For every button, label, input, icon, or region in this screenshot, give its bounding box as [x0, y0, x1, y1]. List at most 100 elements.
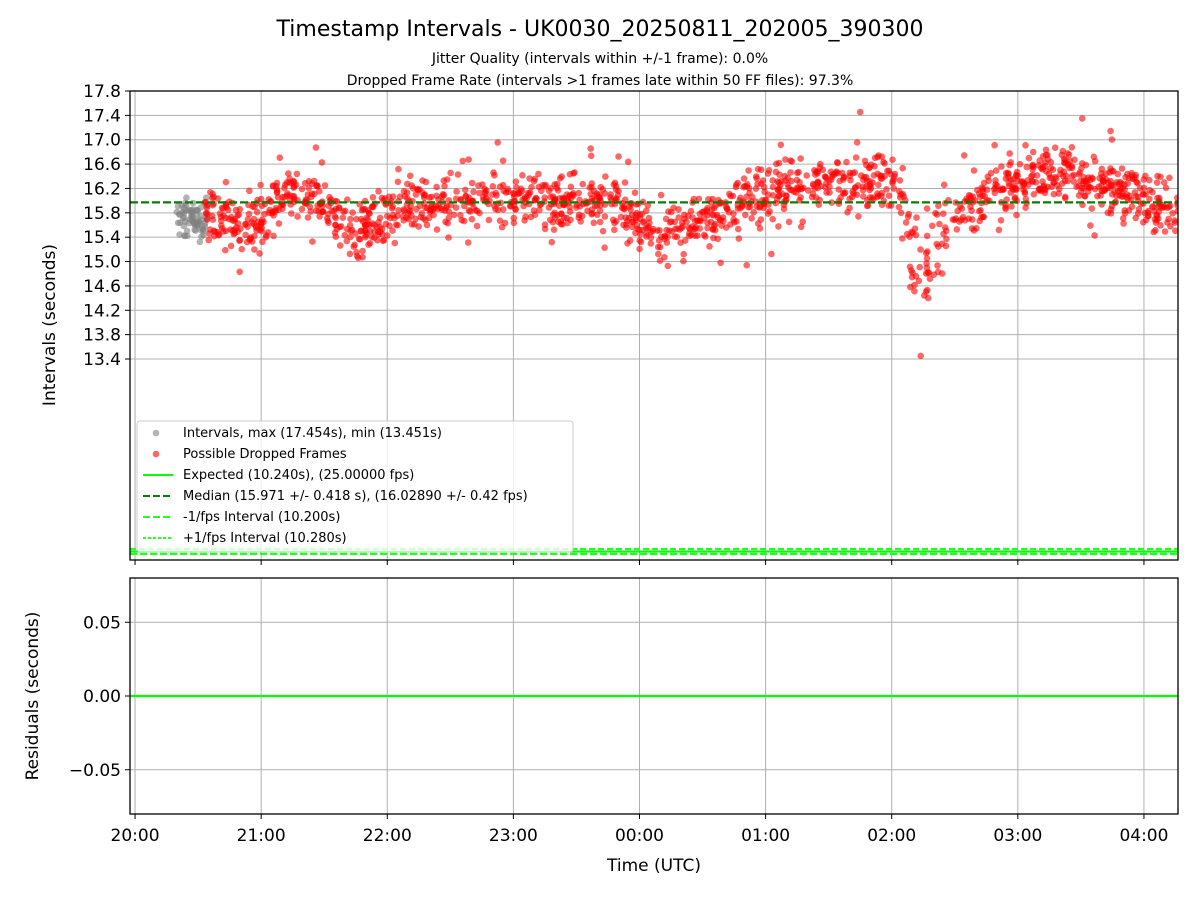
dropped-frame-point: [245, 210, 253, 218]
dropped-frame-point: [512, 206, 519, 213]
dropped-frame-point: [207, 189, 214, 196]
dropped-frame-point: [647, 240, 655, 247]
dropped-frame-point: [689, 214, 696, 221]
dropped-frame-point: [234, 212, 241, 219]
dropped-frame-point: [726, 190, 733, 198]
dropped-frame-point: [1149, 188, 1156, 196]
dropped-frame-point: [976, 193, 984, 200]
dropped-frame-point: [776, 191, 783, 199]
dropped-frame-point: [510, 190, 518, 198]
dropped-frame-point: [464, 239, 472, 246]
dropped-frame-point: [596, 207, 604, 214]
dropped-frame-point: [359, 253, 366, 261]
dropped-frame-point: [811, 185, 819, 192]
dropped-frame-point: [923, 205, 931, 212]
dropped-frame-point: [642, 207, 650, 215]
dropped-frame-point: [992, 177, 999, 184]
dropped-frame-point: [575, 214, 583, 221]
dropped-frame-point: [1008, 176, 1015, 184]
dropped-frame-point: [359, 247, 366, 255]
dropped-frame-point: [441, 182, 448, 190]
dropped-frame-point: [366, 239, 374, 247]
dropped-frame-point: [750, 209, 757, 216]
dropped-frame-point: [760, 183, 768, 191]
dropped-frame-point: [1062, 195, 1069, 202]
dropped-frame-point: [541, 225, 549, 233]
dropped-frame-point: [339, 214, 347, 221]
dropped-frame-point: [834, 159, 841, 167]
dropped-frame-point: [520, 202, 527, 210]
dropped-frame-point: [890, 185, 898, 192]
dropped-frame-point: [936, 220, 943, 228]
dropped-frame-point: [968, 225, 976, 232]
dropped-frame-point: [855, 213, 862, 220]
dropped-frame-point: [940, 230, 947, 238]
dropped-frame-point: [468, 179, 476, 187]
dropped-frame-point: [959, 213, 967, 221]
dropped-frame-point: [621, 179, 629, 186]
dropped-frame-point: [717, 259, 724, 267]
dropped-frame-point: [214, 195, 222, 202]
dropped-frame-point: [823, 189, 830, 196]
dropped-frame-point: [427, 207, 434, 214]
dropped-frame-point: [675, 206, 682, 213]
dropped-frame-point: [916, 263, 923, 271]
legend-label-intervals: Intervals, max (17.454s), min (13.451s): [183, 426, 442, 441]
interval-point: [173, 208, 181, 216]
dropped-frame-point: [482, 190, 490, 198]
dropped-frame-point: [365, 209, 373, 217]
dropped-frame-point: [571, 169, 578, 176]
dropped-frame-point: [645, 223, 652, 230]
dropped-frame-point: [784, 181, 791, 188]
x-tick-label: 00:00: [615, 826, 664, 846]
dropped-frame-point: [828, 199, 835, 206]
legend-marker-intervals: [152, 429, 160, 437]
interval-point: [174, 203, 182, 210]
dropped-frame-point: [468, 215, 476, 223]
dropped-frame-point: [530, 177, 538, 185]
legend-label-dropped: Possible Dropped Frames: [183, 447, 347, 462]
dropped-frame-point: [1003, 196, 1010, 203]
extreme-point: [856, 108, 864, 116]
x-tick-label: 04:00: [1119, 826, 1168, 846]
dropped-frame-point: [782, 156, 789, 163]
dropped-frame-point: [575, 189, 582, 197]
dropped-frame-point: [266, 206, 274, 214]
y-tick-label: 14.6: [83, 277, 121, 297]
dropped-frame-point: [911, 281, 918, 289]
dropped-frame-point: [361, 227, 369, 234]
interval-point: [183, 227, 191, 235]
dropped-frame-point: [227, 242, 235, 250]
dropped-frame-point: [373, 223, 381, 231]
dropped-frame-point: [803, 172, 810, 179]
interval-point: [174, 219, 182, 227]
y-tick-label: 15.0: [83, 253, 121, 273]
dropped-frame-point: [442, 218, 449, 226]
dropped-frame-point: [358, 215, 365, 223]
dropped-frame-point: [617, 213, 625, 221]
dropped-frame-point: [588, 180, 596, 187]
interval-point: [181, 232, 189, 240]
dropped-frame-point: [1160, 203, 1168, 211]
dropped-frame-point: [413, 205, 420, 213]
interval-point: [194, 207, 202, 215]
legend-label-median: Median (15.971 +/- 0.418 s), (16.02890 +…: [183, 489, 528, 504]
dropped-frame-point: [335, 204, 343, 211]
dropped-frame-point: [841, 173, 848, 181]
dropped-frame-point: [532, 194, 540, 202]
x-tick-label: 23:00: [489, 826, 538, 846]
dropped-frame-point: [940, 210, 947, 217]
dropped-frame-point: [539, 181, 546, 189]
interval-point: [200, 231, 207, 239]
y-tick-label: 17.8: [83, 82, 121, 102]
dropped-frame-point: [406, 207, 414, 214]
dropped-frame-point: [1050, 190, 1058, 198]
interval-point: [186, 216, 194, 223]
dropped-frame-point: [896, 177, 904, 184]
dropped-frame-point: [753, 203, 761, 210]
dropped-frame-point: [304, 214, 312, 221]
dropped-frame-point: [734, 179, 741, 187]
dropped-frame-point: [253, 208, 261, 216]
dropped-frame-point: [281, 193, 288, 201]
dropped-frame-point: [392, 221, 400, 229]
